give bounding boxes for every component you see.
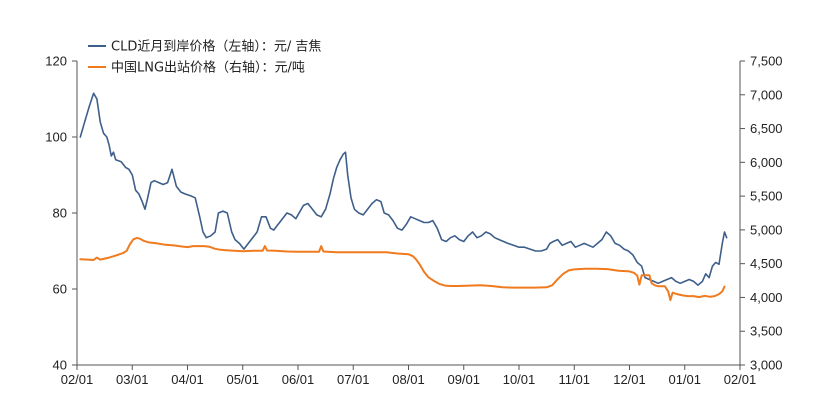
x-tick-label: 06/01 xyxy=(282,372,315,387)
x-tick-label: 08/01 xyxy=(392,372,425,387)
right-tick-label: 7,500 xyxy=(750,54,783,69)
left-tick-label: 40 xyxy=(53,358,67,373)
x-tick-label: 05/01 xyxy=(226,372,259,387)
x-tick-label: 09/01 xyxy=(447,372,480,387)
x-tick-label: 01/01 xyxy=(668,372,701,387)
axes xyxy=(76,61,741,366)
x-tick-label: 10/01 xyxy=(503,372,536,387)
legend-label-cld: CLD近月到岸价格（左轴）：元/ 吉焦 xyxy=(111,39,321,55)
left-tick-label: 60 xyxy=(53,282,67,297)
series-line-lng xyxy=(79,237,726,302)
right-tick-label: 3,000 xyxy=(750,358,783,373)
series-line-cld xyxy=(79,92,728,286)
left-tick-label: 120 xyxy=(45,54,67,69)
right-tick-label: 6,000 xyxy=(750,155,783,170)
right-tick-label: 4,000 xyxy=(750,290,783,305)
x-tick-label: 04/01 xyxy=(171,372,204,387)
x-tick-label: 02/01 xyxy=(61,372,94,387)
left-tick-label: 100 xyxy=(45,130,67,145)
x-tick-label: 07/01 xyxy=(337,372,370,387)
legend: CLD近月到岸价格（左轴）：元/ 吉焦 中国LNG出站价格（右轴）：元/吨 xyxy=(88,39,321,76)
ticks: 40 60 80 100 120 3,000 3,500 4,000 4,500 5,000 5,5… xyxy=(45,54,782,388)
legend-label-lng: 中国LNG出站价格（右轴）：元/吨 xyxy=(111,60,305,76)
right-tick-label: 5,500 xyxy=(750,189,783,204)
left-tick-label: 80 xyxy=(53,206,67,221)
right-tick-label: 3,500 xyxy=(750,324,783,339)
x-tick-label: 02/01 xyxy=(724,372,757,387)
right-tick-label: 7,000 xyxy=(750,87,783,102)
series-layer xyxy=(79,92,728,302)
right-tick-label: 5,000 xyxy=(750,222,783,237)
x-tick-label: 11/01 xyxy=(558,372,590,387)
x-tick-label: 03/01 xyxy=(116,372,149,387)
x-tick-label: 12/01 xyxy=(613,372,646,387)
right-tick-label: 4,500 xyxy=(750,256,783,271)
right-tick-label: 6,500 xyxy=(750,121,783,136)
